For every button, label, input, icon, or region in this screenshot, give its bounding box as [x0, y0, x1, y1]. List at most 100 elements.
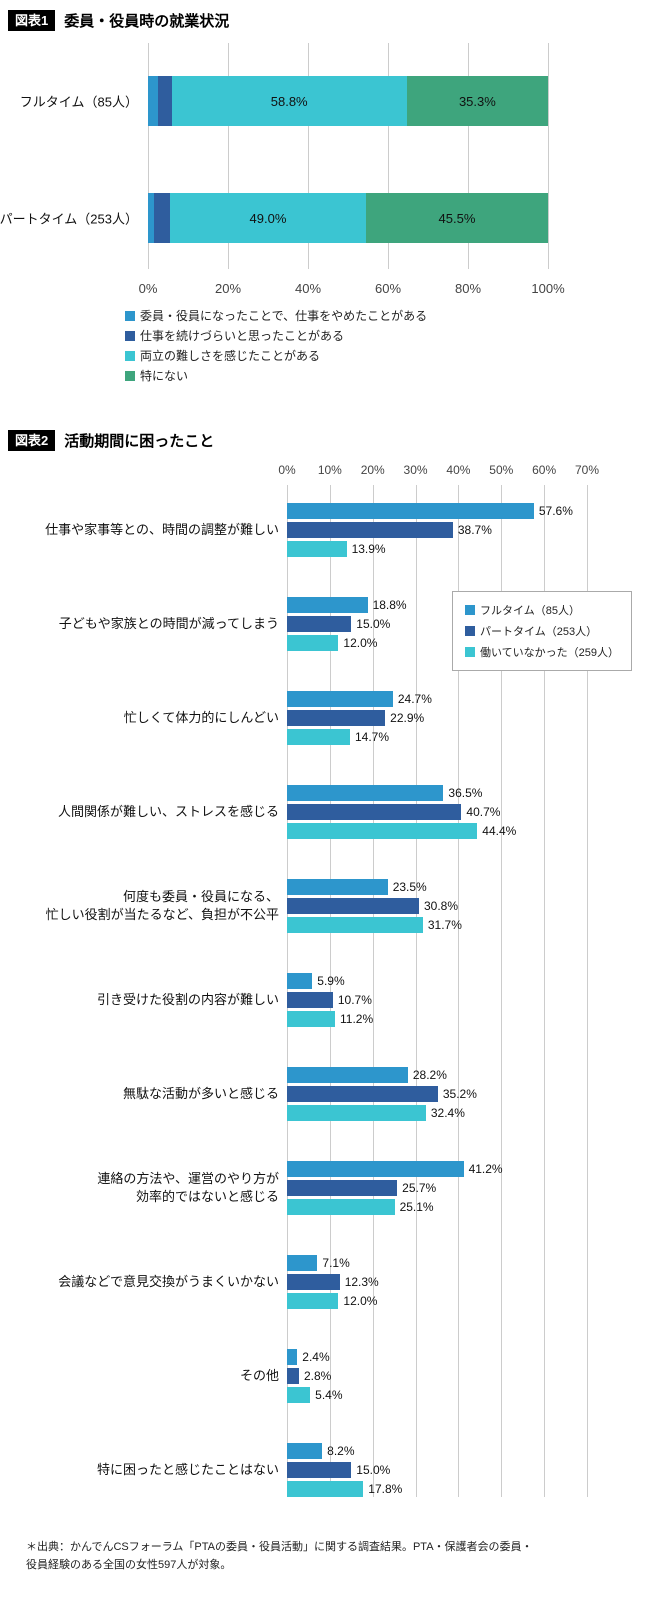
axis-tick-label: 40% — [294, 281, 322, 296]
bar — [287, 635, 339, 651]
gridline — [148, 43, 149, 269]
bar — [287, 1011, 335, 1027]
value-label: 17.8% — [368, 1482, 403, 1496]
bar-row: 38.7% — [287, 522, 587, 538]
bar — [287, 992, 333, 1008]
bar — [287, 1161, 464, 1177]
gridline — [308, 43, 309, 269]
bar-group: 無駄な活動が多いと感じる 28.2% 35.2% 32.4% — [123, 1067, 587, 1121]
category-label: 無駄な活動が多いと感じる — [122, 1085, 279, 1101]
axis-tick-label: 20% — [360, 463, 385, 477]
legend-label: パートタイム（253人） — [480, 626, 598, 638]
category-label: パートタイム（253人） — [0, 211, 138, 227]
value-label: 2.8% — [304, 1369, 332, 1383]
bar-segment: 58.8% — [171, 76, 407, 126]
gridline — [587, 485, 588, 1497]
category-label: 何度も委員・役員になる、 忙しい役割が当たるなど、負担が不公平 — [45, 888, 279, 922]
category-label: 特に困ったと感じたことはない — [96, 1461, 279, 1477]
bar-segment — [148, 76, 158, 126]
axis-tick-label: 70% — [574, 463, 600, 477]
axis-tick-label: 0% — [138, 281, 158, 296]
bar-group: 忙しくて体力的にしんどい 24.7% 22.9% 14.7% — [124, 691, 587, 745]
bar-row: 28.2% — [287, 1067, 587, 1083]
legend-item: 両立の難しさを感じたことがある — [125, 347, 648, 364]
value-label: 35.2% — [442, 1087, 477, 1101]
bar-group: 連絡の方法や、運営のやり方が 効率的ではないと感じる 41.2% 25.7% 25.1… — [97, 1161, 587, 1215]
bar-row: 24.7% — [287, 691, 587, 707]
value-label: 13.9% — [351, 542, 386, 556]
category-label: 人間関係が難しい、ストレスを感じる — [57, 803, 279, 819]
category-label: 忙しくて体力的にしんどい — [123, 709, 279, 725]
category-label: 仕事や家事等との、時間の調整が難しい — [45, 521, 279, 537]
bar — [287, 1387, 311, 1403]
axis-tick-label: 0% — [278, 463, 296, 477]
category-label: 連絡の方法や、運営のやり方が 効率的ではないと感じる — [97, 1170, 279, 1204]
bar-row: 5.4% — [287, 1387, 587, 1403]
bar — [287, 616, 352, 632]
bar — [287, 973, 313, 989]
bar-row: 14.7% — [287, 729, 587, 745]
value-label: 57.6% — [538, 504, 573, 518]
axis-tick-label: 40% — [446, 463, 471, 477]
legend-swatch — [125, 370, 135, 381]
value-label: 15.0% — [356, 617, 391, 631]
bar-row: 30.8% — [287, 898, 587, 914]
bar-row: 35.2% — [287, 1086, 587, 1102]
legend-label: 特にない — [140, 369, 189, 383]
source-note-line2: 役員経験のある全国の女性597人が対象。 — [26, 1558, 232, 1571]
axis-tick-label: 50% — [489, 463, 514, 477]
legend-swatch — [465, 626, 475, 636]
gridline — [458, 485, 460, 1497]
value-label: 5.9% — [317, 974, 345, 988]
legend-swatch — [465, 605, 475, 615]
bar-row: 15.0% — [287, 1462, 587, 1478]
value-label: 8.2% — [327, 1444, 355, 1458]
bar-row: 12.3% — [287, 1274, 587, 1290]
bar-row: 22.9% — [287, 710, 587, 726]
value-label: 2.4% — [302, 1350, 330, 1364]
bar — [287, 1255, 318, 1271]
source-note: ＊出典：かんでんCSフォーラム「PTAの委員・役員活動」に関する調査結果。PTA… — [0, 1539, 648, 1574]
bar — [287, 785, 444, 801]
value-label: 44.4% — [482, 824, 517, 838]
bar — [287, 1086, 438, 1102]
axis-tick-label: 80% — [454, 281, 482, 296]
bar-group: 人間関係が難しい、ストレスを感じる 36.5% 40.7% 44.4% — [58, 785, 587, 839]
stacked-bar-row: パートタイム（253人） 49.0% 45.5% — [0, 193, 548, 243]
bar — [287, 1462, 352, 1478]
bar-row: 23.5% — [287, 879, 587, 895]
value-label: 38.7% — [457, 523, 492, 537]
bar — [287, 1067, 408, 1083]
bar-row: 2.4% — [287, 1349, 587, 1365]
bar-segment — [148, 193, 155, 243]
value-label: 12.3% — [344, 1275, 379, 1289]
legend-swatch — [465, 647, 475, 657]
value-label: 32.4% — [430, 1106, 465, 1120]
gridline — [372, 485, 374, 1497]
bar-group: 子どもや家族との時間が減ってしまう 18.8% 15.0% 12.0% — [59, 597, 587, 651]
value-label: 18.8% — [372, 598, 407, 612]
value-label: 15.0% — [356, 1463, 391, 1477]
value-label: 31.7% — [427, 918, 462, 932]
value-label: 10.7% — [337, 993, 372, 1007]
bar-group: その他 2.4% 2.8% 5.4% — [240, 1349, 587, 1403]
chart1-x-axis: 0% 20% 40% 60% 80% 100% — [139, 281, 565, 303]
category-label: 会議などで意見交換がうまくいかない — [58, 1273, 279, 1289]
bar-row: 18.8% — [287, 597, 587, 613]
stacked-bar-row: フルタイム（85人） 58.8% 35.3% — [20, 76, 548, 126]
bar-row: 41.2% — [287, 1161, 587, 1177]
bar — [287, 710, 386, 726]
chart2-header: 図表2 活動期間に困ったこと — [0, 430, 648, 451]
chart1-legend: 委員・役員になったことで、仕事をやめたことがある 仕事を続けづらいと思ったことがあ… — [0, 307, 648, 384]
bar — [287, 1349, 298, 1365]
bar-group: 特に困ったと感じたことはない 8.2% 15.0% 17.8% — [97, 1443, 587, 1497]
bar — [287, 1105, 426, 1121]
bar — [287, 1293, 339, 1309]
bar — [287, 898, 419, 914]
legend-item: パートタイム（253人） — [465, 623, 619, 639]
bar — [287, 823, 478, 839]
bar-segment: 45.5% — [365, 193, 548, 243]
bar-segment: 49.0% — [169, 193, 366, 243]
gridline — [228, 43, 229, 269]
gridline — [329, 485, 331, 1497]
